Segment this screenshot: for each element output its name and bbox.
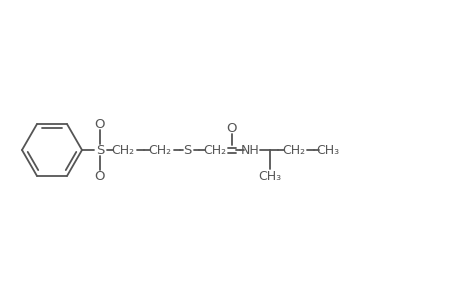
Text: S: S xyxy=(182,143,191,157)
Text: S: S xyxy=(95,143,104,157)
Text: CH₂: CH₂ xyxy=(203,143,226,157)
Text: O: O xyxy=(95,118,105,130)
Text: CH₃: CH₃ xyxy=(258,169,281,182)
Text: CH₂: CH₂ xyxy=(148,143,171,157)
Text: O: O xyxy=(95,169,105,182)
Text: CH₃: CH₃ xyxy=(316,143,339,157)
Text: O: O xyxy=(226,122,237,134)
Text: CH₂: CH₂ xyxy=(282,143,305,157)
Text: CH₂: CH₂ xyxy=(111,143,134,157)
Text: NH: NH xyxy=(240,143,259,157)
